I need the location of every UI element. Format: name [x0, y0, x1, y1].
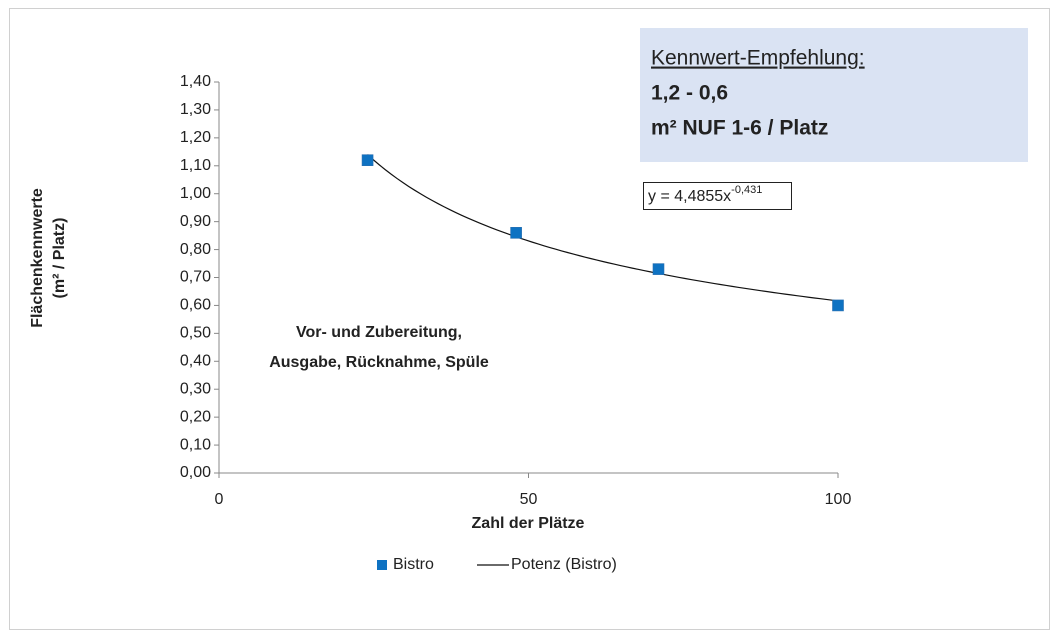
legend-label: Potenz (Bistro): [511, 556, 617, 573]
y-tick-label: 0,00: [180, 464, 211, 481]
annotation: Vor- und Zubereitung,: [296, 324, 462, 341]
y-axis-title: Flächenkennwerte: [29, 188, 46, 328]
y-tick-label: 0,40: [180, 353, 211, 370]
legend-marker: [377, 560, 387, 570]
y-tick-label: 1,30: [180, 101, 211, 118]
y-tick-label: 0,20: [180, 408, 211, 425]
recommendation-box: [640, 28, 1028, 162]
y-tick-label: 1,10: [180, 157, 211, 174]
y-tick-label: 1,40: [180, 73, 211, 90]
y-tick-label: 1,00: [180, 185, 211, 202]
x-tick-label: 50: [520, 491, 538, 508]
y-tick-label: 0,60: [180, 297, 211, 314]
x-axis-title: Zahl der Plätze: [472, 515, 585, 532]
marker: [361, 154, 374, 166]
x-tick-label: 0: [215, 491, 224, 508]
y-tick-label: 0,10: [180, 436, 211, 453]
y-tick-label: 0,90: [180, 213, 211, 230]
equation-exponent: -0,431: [731, 184, 762, 196]
equation-text: y = 4,4855x: [648, 188, 731, 205]
equation-box: [643, 182, 792, 210]
marker: [832, 299, 844, 312]
annotation: Ausgabe, Rücknahme, Spüle: [269, 354, 489, 371]
recommendation-range: 1,2 - 0,6: [651, 82, 728, 105]
y-tick-label: 0,50: [180, 325, 211, 342]
recommendation-unit: m² NUF 1-6 / Platz: [651, 117, 828, 140]
recommendation-heading: Kennwert-Empfehlung:: [651, 47, 865, 70]
marker: [652, 263, 665, 275]
y-tick-label: 0,80: [180, 241, 211, 258]
y-tick-label: 0,70: [180, 269, 211, 286]
y-tick-label: 0,30: [180, 380, 211, 397]
trend-equation: y = 4,4855x-0,431: [648, 184, 762, 205]
trendline: [367, 154, 839, 302]
y-tick-label: 1,20: [180, 129, 211, 146]
y-axis-title: (m² / Platz): [51, 218, 68, 299]
x-tick-label: 100: [825, 491, 852, 508]
legend-label: Bistro: [393, 556, 434, 573]
marker: [510, 227, 522, 239]
